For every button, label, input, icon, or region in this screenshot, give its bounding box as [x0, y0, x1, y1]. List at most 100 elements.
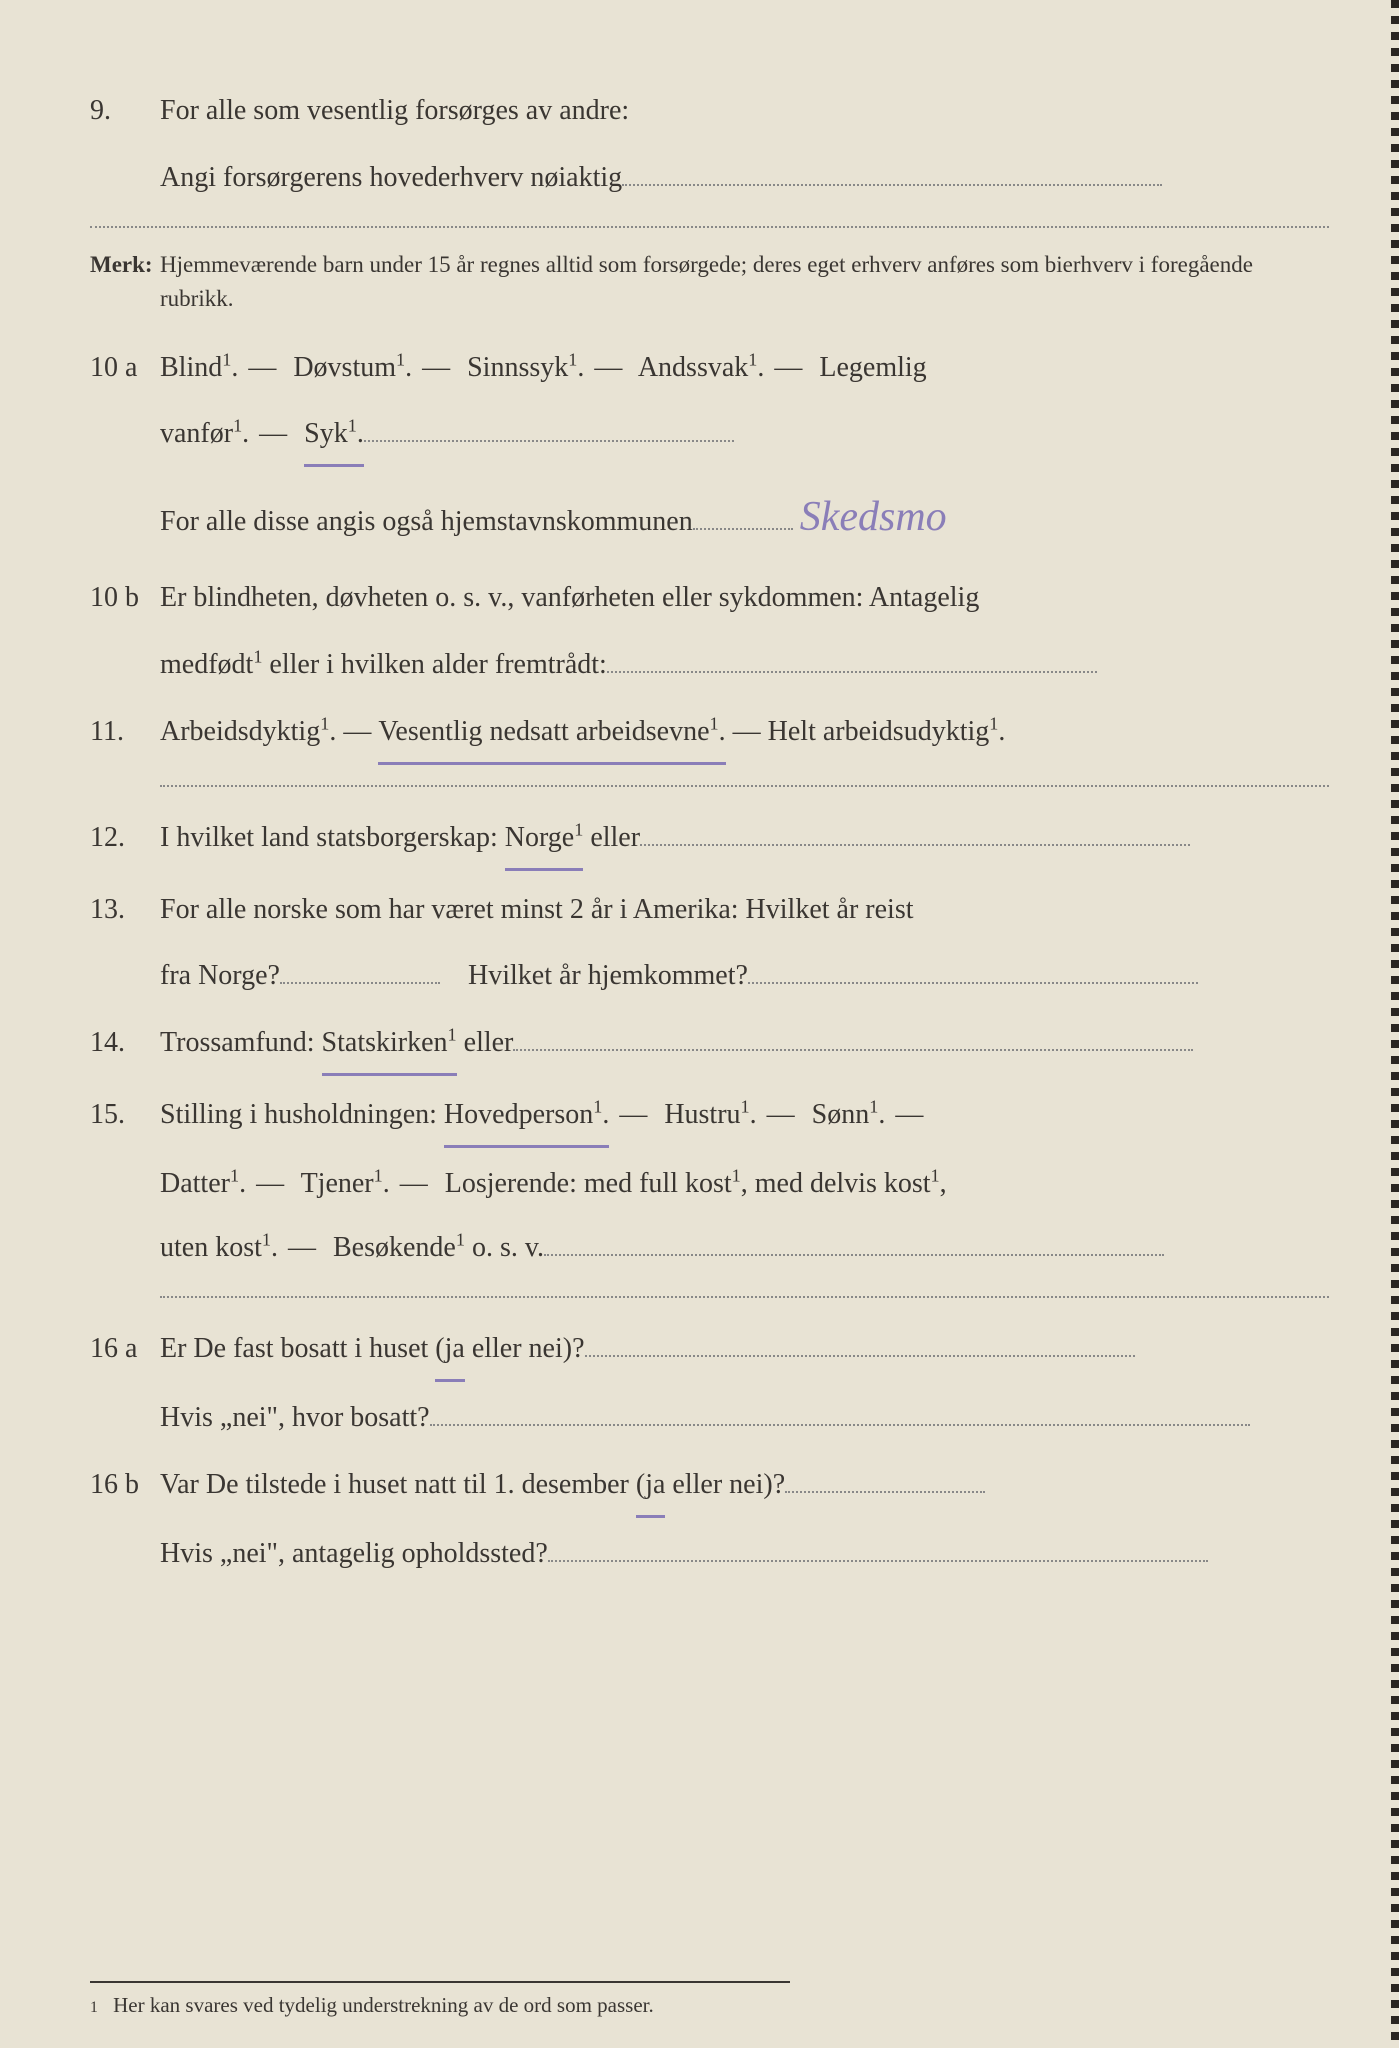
q11-arbeids: Arbeidsdyktig: [160, 716, 320, 747]
q16b-fill-1: [785, 1491, 985, 1493]
q15-body2: Datter1.— Tjener1.— Losjerende: med full…: [160, 1156, 1329, 1212]
q16b-post: eller nei)?: [665, 1469, 785, 1500]
q16b-row2: Hvis „nei", antagelig opholdssted?: [90, 1526, 1329, 1582]
q9-line2: Angi forsørgerens hovederhverv nøiaktig: [160, 150, 1329, 206]
q13-fill-1: [280, 982, 440, 984]
q10a-fill-2: [693, 528, 793, 530]
q16a-number: 16 a: [90, 1318, 160, 1380]
q16a-fill-1: [585, 1355, 1135, 1357]
q9-fill-line: [622, 184, 1162, 186]
q15-datter: Datter: [160, 1168, 230, 1199]
q16b-body1: Var De tilstede i huset natt til 1. dese…: [160, 1457, 1329, 1518]
q16a-row1: 16 a Er De fast bosatt i huset (ja eller…: [90, 1318, 1329, 1382]
q9-line1: For alle som vesentlig forsørges av andr…: [160, 83, 1329, 139]
q10a-syk: Syk: [304, 418, 348, 449]
q16a-fill-2: [430, 1424, 1250, 1426]
q15-number: 15.: [90, 1084, 160, 1146]
q16a-body1: Er De fast bosatt i huset (ja eller nei)…: [160, 1321, 1329, 1382]
q10a-dovstum: Døvstum: [293, 352, 396, 383]
q15-row2: Datter1.— Tjener1.— Losjerende: med full…: [90, 1156, 1329, 1212]
q10a-row3: For alle disse angis også hjemstavnskomm…: [90, 475, 1329, 559]
q16b-number: 16 b: [90, 1454, 160, 1516]
census-form-page: 9. For alle som vesentlig forsørges av a…: [90, 80, 1329, 1582]
q16b-ja-underlined: (ja: [636, 1457, 666, 1518]
q10b-line2-post: eller i hvilken alder fremtrådt:: [262, 649, 606, 680]
q10a-fill-1: [364, 440, 734, 442]
q10a-body1: Blind1.— Døvstum1.— Sinnssyk1.— Andssvak…: [160, 340, 1329, 396]
q10b-body2: medfødt1 eller i hvilken alder fremtrådt…: [160, 637, 1329, 693]
q15-besok: Besøkende: [333, 1232, 456, 1263]
q15-osv: o. s. v.: [465, 1232, 544, 1263]
q10b-number: 10 b: [90, 567, 160, 629]
q13-line1: For alle norske som har været minst 2 år…: [160, 882, 1329, 938]
q12-post: eller: [583, 822, 640, 853]
q15-delvis: , med delvis kost: [741, 1168, 931, 1199]
q10a-row1: 10 a Blind1.— Døvstum1.— Sinnssyk1.— And…: [90, 337, 1329, 399]
q11-body: Arbeidsdyktig1. — Vesentlig nedsatt arbe…: [160, 704, 1329, 765]
q9-line2-text: Angi forsørgerens hovederhverv nøiaktig: [160, 162, 622, 193]
divider-2: [160, 785, 1329, 787]
q10b-medfodt: medfødt: [160, 649, 253, 680]
q10b-fill: [607, 671, 1097, 673]
q10a-line3: For alle disse angis også hjemstavnskomm…: [160, 506, 693, 537]
q10a-row2: vanfør1.— Syk1.: [90, 406, 1329, 467]
q9-row1: 9. For alle som vesentlig forsørges av a…: [90, 80, 1329, 142]
merk-label: Merk:: [90, 248, 160, 283]
q10b-row2: medfødt1 eller i hvilken alder fremtrådt…: [90, 637, 1329, 693]
q10a-handwritten: Skedsmo: [800, 475, 947, 559]
q15-hoved: Hovedperson: [444, 1099, 593, 1130]
q16b-fill-2: [548, 1560, 1208, 1562]
footnote-num: 1: [90, 1999, 98, 2016]
q10a-sinnssyk: Sinnssyk: [467, 352, 568, 383]
q15-body3: uten kost1.— Besøkende1 o. s. v.: [160, 1220, 1329, 1276]
merk-row: Merk: Hjemmeværende barn under 15 år reg…: [90, 248, 1329, 317]
q15-tjener: Tjener: [301, 1168, 374, 1199]
merk-body: Hjemmeværende barn under 15 år regnes al…: [160, 248, 1329, 317]
q12-norge: Norge: [505, 822, 574, 853]
q10a-syk-underlined: Syk1.: [304, 406, 364, 467]
q15-fill: [544, 1254, 1164, 1256]
q13-number: 13.: [90, 879, 160, 941]
q10a-number: 10 a: [90, 337, 160, 399]
footnote: 1 Her kan svares ved tydelig understrekn…: [90, 1981, 790, 2018]
q14-number: 14.: [90, 1012, 160, 1074]
q12-pre: I hvilket land statsborgerskap:: [160, 822, 505, 853]
q16b-row1: 16 b Var De tilstede i huset natt til 1.…: [90, 1454, 1329, 1518]
q15-row1: 15. Stilling i husholdningen: Hovedperso…: [90, 1084, 1329, 1148]
divider-3: [160, 1296, 1329, 1298]
q14-fill: [513, 1049, 1193, 1051]
q15-pre: Stilling i husholdningen:: [160, 1099, 444, 1130]
q14-stats: Statskirken: [322, 1027, 448, 1058]
q16b-ja: (ja: [636, 1469, 666, 1500]
q16b-body2: Hvis „nei", antagelig opholdssted?: [160, 1526, 1329, 1582]
q15-hoved-underlined: Hovedperson1.: [444, 1087, 609, 1148]
q14-row: 14. Trossamfund: Statskirken1 eller: [90, 1012, 1329, 1076]
q14-body: Trossamfund: Statskirken1 eller: [160, 1015, 1329, 1076]
q10b-line1: Er blindheten, døvheten o. s. v., vanfør…: [160, 570, 1329, 626]
q10a-vanfor: vanfør: [160, 418, 233, 449]
q15-losjerende: Losjerende: med full kost: [445, 1168, 732, 1199]
q16b-pre: Var De tilstede i huset natt til 1. dese…: [160, 1469, 636, 1500]
q12-fill: [640, 844, 1190, 846]
q11-vesentlig: Vesentlig nedsatt arbeidsevne: [378, 716, 709, 747]
q10a-body2: vanfør1.— Syk1.: [160, 406, 1329, 467]
q11-vesentlig-underlined: Vesentlig nedsatt arbeidsevne1.: [378, 704, 725, 765]
q14-stats-underlined: Statskirken1: [322, 1015, 457, 1076]
q15-body1: Stilling i husholdningen: Hovedperson1.—…: [160, 1087, 1329, 1148]
q9-number: 9.: [90, 80, 160, 142]
q16a-row2: Hvis „nei", hvor bosatt?: [90, 1390, 1329, 1446]
divider-1: [90, 226, 1329, 228]
q13-row2: fra Norge? Hvilket år hjemkommet?: [90, 948, 1329, 1004]
q16a-ja-underlined: (ja: [435, 1321, 465, 1382]
q10a-legemlig: Legemlig: [819, 352, 926, 383]
q11-row: 11. Arbeidsdyktig1. — Vesentlig nedsatt …: [90, 701, 1329, 765]
q13-row1: 13. For alle norske som har været minst …: [90, 879, 1329, 941]
q14-pre: Trossamfund:: [160, 1027, 322, 1058]
q11-helt: Helt arbeidsudyktig: [768, 716, 990, 747]
q13-fill-2: [748, 982, 1198, 984]
q16a-pre: Er De fast bosatt i huset: [160, 1333, 435, 1364]
q15-uten: uten kost: [160, 1232, 262, 1263]
q13-body2: fra Norge? Hvilket år hjemkommet?: [160, 948, 1329, 1004]
footnote-text: Her kan svares ved tydelig understreknin…: [113, 1993, 654, 2017]
q16a-ja: (ja: [435, 1333, 465, 1364]
